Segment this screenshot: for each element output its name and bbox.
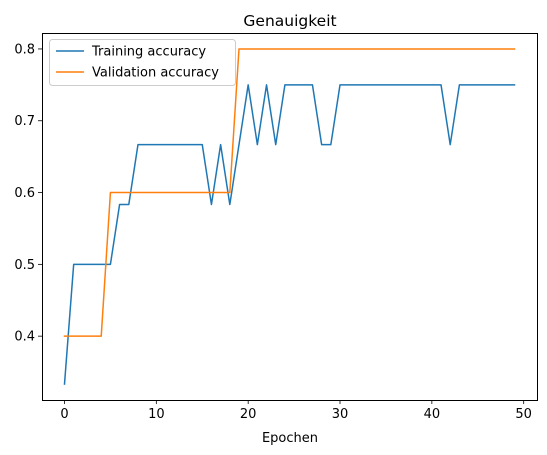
plot-frame [42, 33, 538, 401]
y-tick-label: 0.4 [14, 330, 35, 345]
legend-label-validation: Validation accuracy [92, 66, 219, 81]
x-tick-label: 0 [60, 407, 68, 422]
x-tick-label: 30 [332, 407, 349, 422]
legend-box [49, 39, 236, 86]
legend: Training accuracy Validation accuracy [49, 39, 236, 86]
y-tick-label: 0.6 [14, 186, 35, 201]
x-tick-label: 50 [515, 407, 532, 422]
series-line-training [63, 84, 516, 385]
x-axis-label: Epochen [262, 431, 318, 446]
y-tick-label: 0.8 [14, 42, 35, 57]
x-tick-label: 10 [148, 407, 165, 422]
chart-title: Genauigkeit [243, 12, 336, 30]
series-layer [63, 48, 516, 385]
series-line-validation [63, 48, 516, 337]
y-tick-label: 0.7 [14, 114, 35, 129]
x-tick-label: 40 [424, 407, 441, 422]
legend-label-training: Training accuracy [91, 45, 206, 60]
x-axis: 0 10 20 30 40 50 [60, 400, 532, 422]
x-tick-label: 20 [240, 407, 257, 422]
y-axis: 0.4 0.5 0.6 0.7 0.8 [14, 42, 42, 345]
y-tick-label: 0.5 [14, 258, 35, 273]
